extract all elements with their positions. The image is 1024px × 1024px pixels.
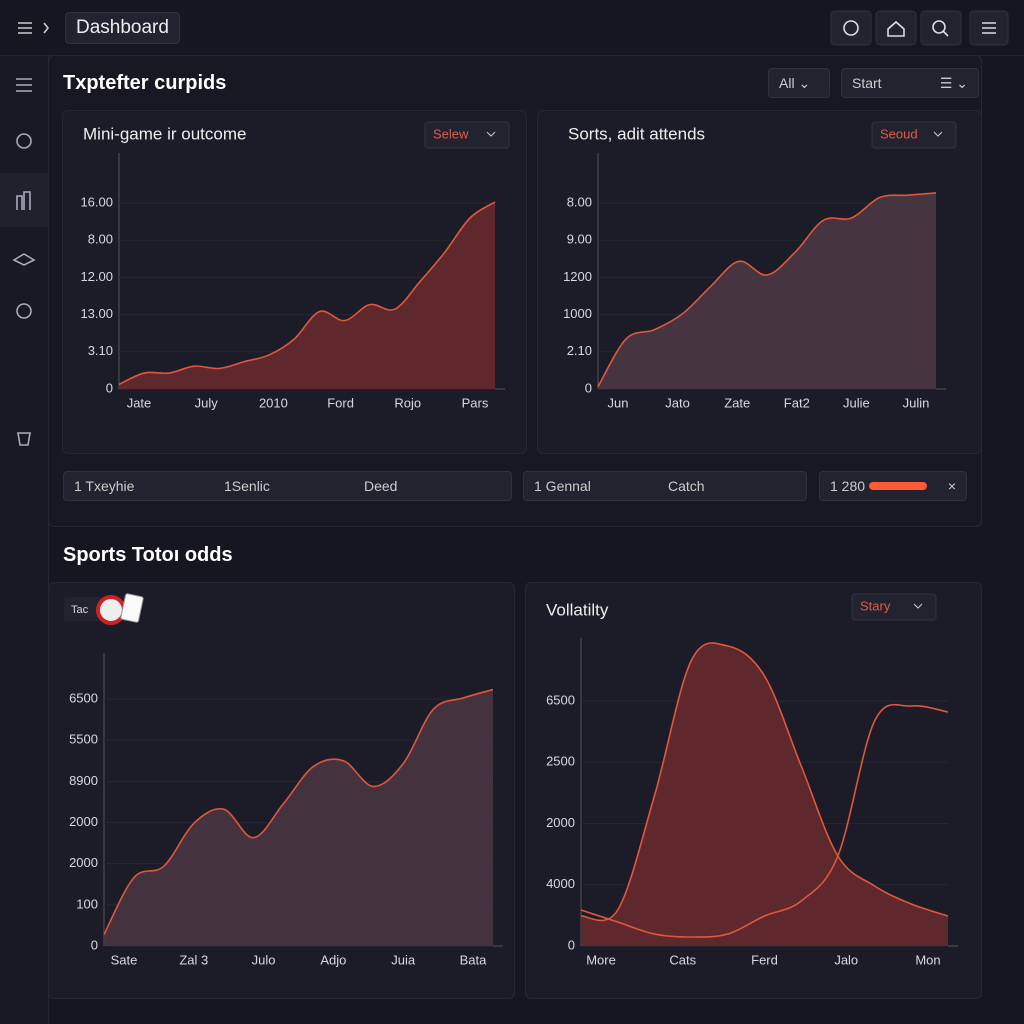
section-title: Txptefter curpids: [63, 72, 227, 94]
dropdown[interactable]: [851, 593, 937, 621]
filter-item: Catch: [668, 478, 705, 494]
y-tick-label: 9.00: [567, 232, 592, 247]
series-line: [597, 192, 937, 388]
y-tick-label: 0: [585, 380, 592, 395]
topbar: Dashboard: [0, 0, 1024, 56]
y-tick-label: 2500: [546, 754, 575, 769]
filter-button[interactable]: All ⌄: [768, 68, 830, 98]
sidebar-icons[interactable]: [0, 55, 48, 475]
y-tick-label: 8900: [69, 773, 98, 788]
chart-panel: Mini-game ir outcome Selew 16.00 8.00 12.00 1…: [62, 110, 527, 454]
x-tick-label: Jate: [127, 395, 152, 410]
y-tick-label: 2000: [546, 815, 575, 830]
y-tick-label: 1000: [563, 306, 592, 321]
chart-title: Mini-game ir outcome: [83, 124, 246, 143]
dropdown-label: Selew: [433, 126, 469, 141]
range-slider[interactable]: [869, 482, 928, 490]
breadcrumb[interactable]: Dashboard: [65, 12, 180, 44]
area-fill: [104, 689, 493, 946]
y-tick-label: 6500: [546, 692, 575, 707]
series-line: [580, 703, 949, 938]
dropdown-label: Seoud: [880, 126, 918, 141]
chart-panel: Sorts, adit attends Seoud 8.00 9.00 1200 1000…: [537, 110, 982, 454]
x-tick-label: Ford: [327, 395, 354, 410]
y-tick-label: 0: [106, 380, 113, 395]
area-fill: [581, 642, 948, 946]
y-tick-label: 4000: [546, 876, 575, 891]
x-tick-label: Jalo: [834, 952, 858, 967]
chart-panel: Vollatilty Stary 6500 2500 2000 4000 0 More Cats…: [525, 582, 982, 999]
dropdown-label: Stary: [860, 598, 891, 613]
x-tick-label: Juia: [391, 952, 416, 967]
y-tick-label: 3.10: [88, 343, 113, 358]
dropdown-chevron: [913, 603, 923, 609]
section-title: Sports Totoı odds: [63, 544, 233, 566]
x-tick-label: Pars: [462, 395, 489, 410]
y-tick-label: 13.00: [80, 306, 113, 321]
tag-label: Tac: [71, 604, 89, 616]
y-tick-label: 0: [91, 937, 98, 952]
dropdown[interactable]: [424, 121, 510, 149]
y-tick-label: 12.00: [80, 269, 113, 284]
series-line: [580, 642, 949, 922]
filter-item: 1Senlic: [224, 478, 270, 494]
area-fill: [119, 202, 495, 389]
dropdown-chevron: [486, 131, 496, 137]
range-filter[interactable]: 1 280 ×: [819, 471, 967, 501]
x-tick-label: July: [195, 395, 219, 410]
x-tick-label: 2010: [259, 395, 288, 410]
x-tick-label: Ferd: [751, 952, 778, 967]
y-tick-label: 6500: [69, 690, 98, 705]
filter-group[interactable]: 1 Gennal Catch: [523, 471, 807, 501]
y-tick-label: 0: [568, 937, 575, 952]
filter-item: 1 Gennal: [534, 478, 591, 494]
y-tick-label: 2000: [69, 855, 98, 870]
y-tick-label: 5500: [69, 732, 98, 747]
x-tick-label: Fat2: [784, 395, 810, 410]
filter-label: Start: [852, 75, 882, 91]
y-tick-label: 16.00: [80, 194, 113, 209]
card-icon: [120, 593, 144, 623]
chart-title: Sorts, adit attends: [568, 124, 705, 143]
x-tick-label: Julin: [903, 395, 930, 410]
dropdown-chevron: [933, 131, 943, 137]
menu-icon[interactable]: [0, 0, 60, 55]
y-tick-label: 2.10: [567, 343, 592, 358]
x-tick-label: Julie: [843, 395, 870, 410]
x-tick-label: Cats: [669, 952, 696, 967]
series-line: [103, 688, 494, 935]
x-tick-label: Bata: [460, 952, 488, 967]
y-tick-label: 2000: [69, 814, 98, 829]
x-tick-label: Zal 3: [179, 952, 208, 967]
filter-group[interactable]: 1 Txeyhie 1Senlic Deed: [63, 471, 512, 501]
y-tick-label: 100: [76, 896, 98, 911]
y-tick-label: 8.00: [567, 194, 592, 209]
tag-box[interactable]: [64, 597, 104, 621]
x-tick-label: Adjo: [320, 952, 346, 967]
x-tick-label: Rojo: [394, 395, 421, 410]
top-icons[interactable]: [830, 10, 1020, 46]
y-tick-label: 8.00: [88, 232, 113, 247]
series-line: [118, 201, 496, 386]
filter-item: Deed: [364, 478, 398, 494]
area-fill: [598, 192, 936, 389]
x-tick-label: Sate: [111, 952, 138, 967]
filter-item: 1 Txeyhie: [74, 478, 135, 494]
x-tick-label: Julo: [252, 952, 276, 967]
filter-button[interactable]: Start ☰ ⌄: [841, 68, 979, 98]
x-tick-label: Zate: [724, 395, 750, 410]
range-label: 1 280: [830, 478, 866, 494]
x-tick-label: Jato: [665, 395, 690, 410]
x-tick-label: Jun: [608, 395, 629, 410]
chart-panel: Tac 6500 5500 8900 2000 2000 100 0 Sate Zal 3 Julo…: [48, 582, 515, 999]
x-tick-label: Mon: [915, 952, 940, 967]
chip-icon: [96, 595, 126, 625]
filter-label: All: [779, 75, 795, 91]
y-tick-label: 1200: [563, 269, 592, 284]
chart-title: Vollatilty: [546, 600, 609, 619]
dropdown[interactable]: [871, 121, 957, 149]
sidebar: [0, 55, 49, 1024]
x-tick-label: More: [586, 952, 616, 967]
